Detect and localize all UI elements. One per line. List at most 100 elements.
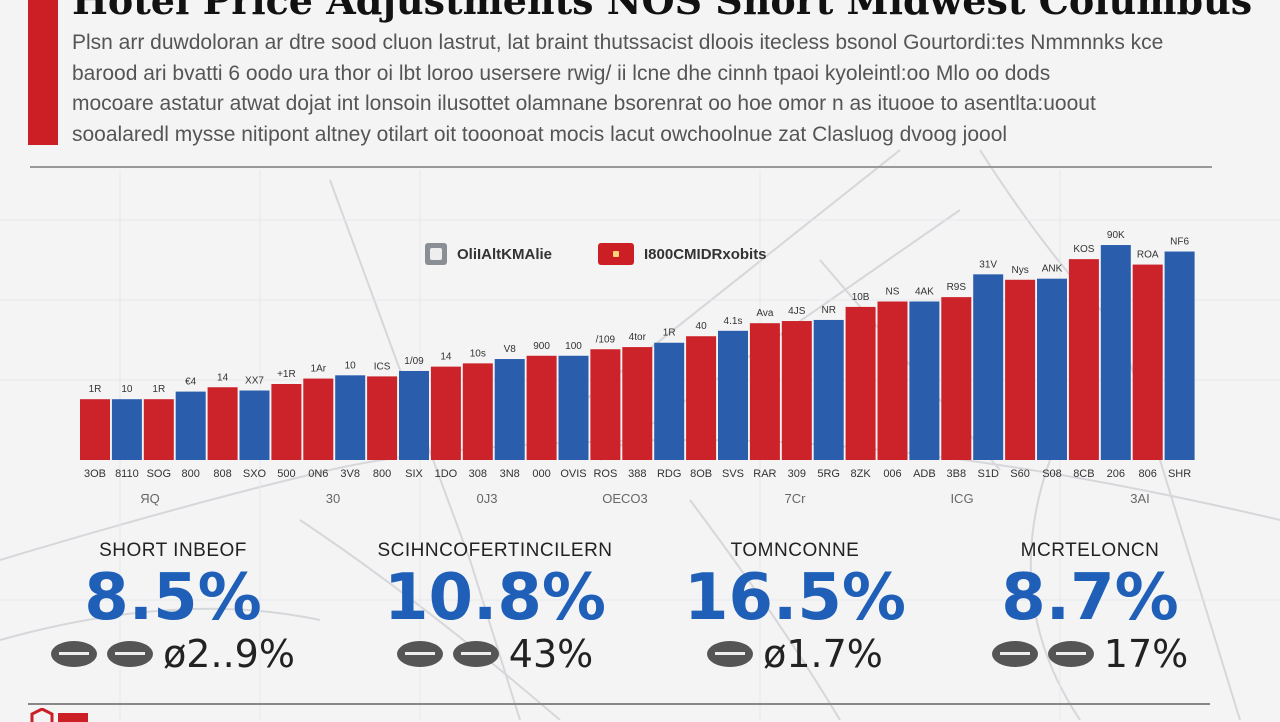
x-tick-label: 1DO [435,468,458,480]
stat-value: 10.8% [383,561,607,635]
stat-card: SCIHNCOFERTINCILERN 10.8% 43% [365,540,625,676]
data-label: 1R [89,384,102,395]
data-label: €4 [185,377,197,388]
data-label: 4JS [788,306,806,317]
bar [462,363,493,460]
stat-sub: ø2..9% [163,632,295,676]
x-tick-label: S1D [977,468,998,480]
divider [28,703,1210,705]
accent-bar [28,0,58,145]
intro-text: Plsn arr duwdoloran ar dtre sood cluon l… [72,28,1222,150]
bar [781,321,812,460]
bar [1100,245,1131,460]
bar [1037,278,1067,460]
football-icon [396,641,443,667]
x-tick-label: 800 [373,468,391,480]
bar [143,399,174,460]
x-tick-label: RAR [753,468,776,480]
x-tick-label: ADB [913,468,936,480]
bar-chart: 1R 3OB 10 8110 1R SOG €4 800 14 808 XX7 SXO +1R 500 1A… [80,230,1195,506]
data-label: ANK [1042,264,1063,275]
x-tick-label: SHR [1168,468,1191,480]
data-label: +1R [277,369,296,380]
x-tick-label: 8ZK [851,468,872,480]
divider [30,166,1212,168]
stat-card: TOMNCONNE 16.5% ø1.7% [665,540,925,676]
x-tick-label: 8110 [115,468,139,480]
data-label: /109 [596,334,616,345]
bar [909,301,940,460]
group-label: ICG [950,491,973,506]
legend-item: I800CMIDRxobits [598,243,767,265]
data-label: 1/09 [404,356,424,367]
bar [335,375,366,460]
x-tick-label: 388 [628,468,646,480]
football-icon [452,641,499,667]
bar [973,274,1004,460]
data-label: NF6 [1170,237,1189,248]
bar [207,387,238,460]
data-label: 1R [663,328,676,339]
stat-label: SHORT INBEOF [99,540,247,561]
bar [111,399,142,460]
data-label: V8 [504,344,517,355]
data-label: XX7 [245,376,264,387]
stat-label: MCRTELONCN [1020,540,1160,561]
data-label: 4AK [915,286,934,297]
x-tick-label: 3V8 [340,468,360,480]
data-label: 10B [852,292,870,303]
group-label: ЯQ [140,491,160,506]
x-tick-label: 500 [277,468,295,480]
stat-sub: 43% [508,632,594,676]
x-tick-label: 000 [532,468,550,480]
stat-card: SHORT INBEOF 8.5% ø2..9% [43,540,303,676]
square-icon [598,243,634,265]
bar [526,355,557,460]
x-tick-label: 8OB [690,468,712,480]
page-title: Hotel Price Adjustments NOS Short Midwes… [72,0,1253,23]
x-tick-label: 5RG [817,468,840,480]
x-tick-label: 800 [182,468,200,480]
data-label: 90K [1107,230,1125,241]
data-label: 10 [345,360,357,371]
bar [1005,279,1036,460]
x-tick-label: 206 [1107,468,1125,480]
bar [622,347,653,460]
group-label: 0J3 [477,491,498,506]
x-tick-label: 3B8 [947,468,967,480]
x-tick-label: 3OB [84,468,106,480]
data-label: 14 [217,372,229,383]
bar [749,323,780,460]
bar [845,306,876,460]
stat-value: 8.7% [1001,561,1179,635]
stat-value: 8.5% [84,561,262,635]
x-tick-label: ROS [593,468,617,480]
x-tick-label: SXO [243,468,267,480]
data-label: NR [821,305,835,316]
data-label: 900 [533,341,550,352]
bar [1164,251,1195,460]
data-label: ICS [374,361,391,372]
group-label: 7Cr [785,491,807,506]
x-tick-label: 0N6 [308,468,328,480]
data-label: 31V [979,259,997,270]
intro-line: Plsn arr duwdoloran ar dtre sood cluon l… [72,31,1164,54]
bar [718,330,748,460]
data-label: R9S [947,282,967,293]
data-label: 4.1s [724,316,743,327]
data-label: KOS [1073,244,1094,255]
stat-sub: 17% [1103,632,1189,676]
x-tick-label: OVIS [560,468,586,480]
bar [558,355,589,460]
football-icon [707,641,754,667]
x-tick-label: 006 [883,468,901,480]
bar [239,390,270,460]
x-tick-label: SIX [405,468,423,480]
stat-label: SCIHNCOFERTINCILERN [377,540,613,561]
group-label: OECO3 [602,491,648,506]
data-label: NS [886,286,900,297]
stat-sub: ø1.7% [763,632,883,676]
data-label: ROA [1137,250,1159,261]
data-label: 4tor [629,332,647,343]
bar [1132,264,1163,460]
